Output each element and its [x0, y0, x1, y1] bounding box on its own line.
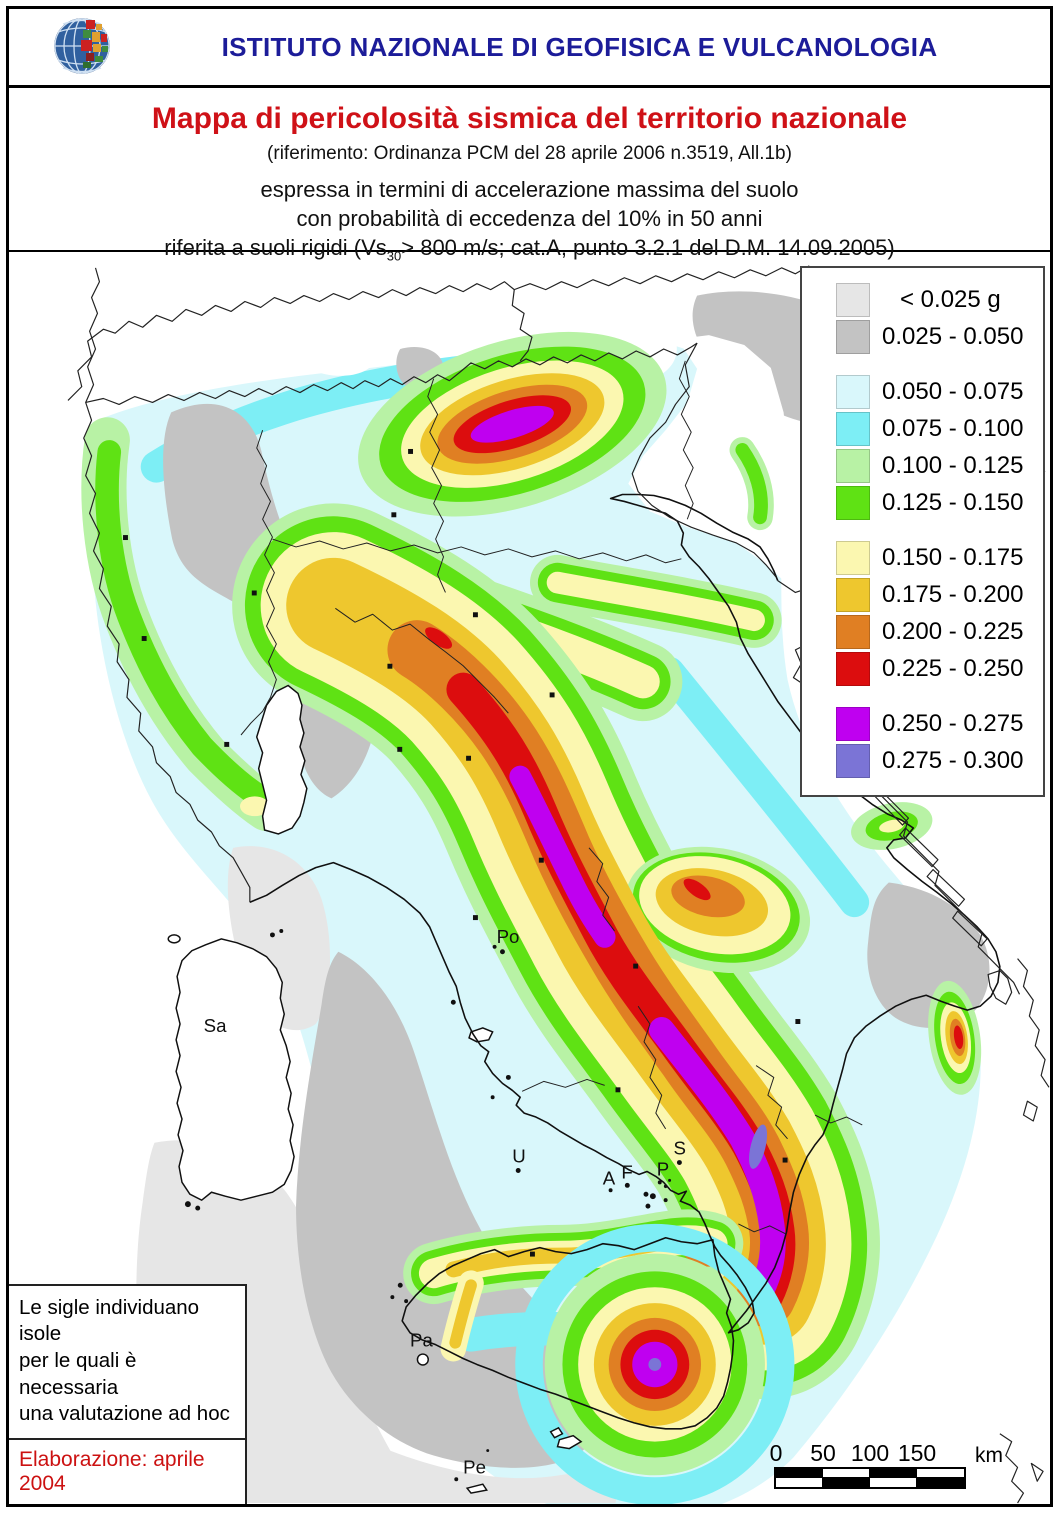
- legend-swatch: [836, 541, 870, 575]
- legend-swatch: [836, 707, 870, 741]
- region-borders: [240, 360, 863, 1235]
- legend-entries: < 0.025 g 0.025 - 0.050 0.050 - 0.075 0.075…: [802, 283, 1043, 778]
- island-labels: Sa Po U S A F P Pa Pe: [204, 926, 686, 1478]
- header: ISTITUTO NAZIONALE DI GEOFISICA E VULCAN…: [9, 9, 1050, 88]
- legend-swatch: [836, 449, 870, 483]
- islets: [184, 765, 856, 1482]
- islands: [167, 684, 583, 1494]
- legend-row: 0.200 - 0.225: [836, 615, 1043, 649]
- island-label-P: P: [657, 1158, 669, 1179]
- legend-label: 0.150 - 0.175: [882, 544, 1024, 571]
- outer-frame: ISTITUTO NAZIONALE DI GEOFISICA E VULCAN…: [6, 6, 1053, 1507]
- map-area: Sa Po U S A F P Pa Pe < 0.025 g 0.025 - 0.050 0.05…: [9, 254, 1050, 1504]
- legend-label: 0.200 - 0.225: [882, 618, 1024, 645]
- scale-tick: 0: [769, 1440, 783, 1466]
- legend-row: 0.250 - 0.275: [836, 707, 1043, 741]
- legend-row: 0.225 - 0.250: [836, 652, 1043, 686]
- sicily-zones: [403, 1209, 795, 1504]
- apennine-red-core: [425, 627, 796, 1314]
- island-label-Pa: Pa: [410, 1330, 433, 1351]
- legend-row: 0.150 - 0.175: [836, 541, 1043, 575]
- ingv-logo: [54, 18, 110, 74]
- scale-cell: [916, 1477, 965, 1488]
- legend-label: 0.100 - 0.125: [882, 452, 1024, 479]
- legend-label: 0.225 - 0.250: [882, 655, 1024, 682]
- scale-unit: km: [975, 1444, 1003, 1467]
- title-block: Mappa di pericolosità sismica del territ…: [9, 88, 1050, 263]
- legend-label: < 0.025 g: [900, 286, 1001, 313]
- legend-row: 0.025 - 0.050: [836, 320, 1043, 354]
- org-name: ISTITUTO NAZIONALE DI GEOFISICA E VULCAN…: [221, 31, 938, 62]
- island-label-S: S: [674, 1138, 686, 1159]
- legend-swatch: [836, 320, 870, 354]
- legend-label: 0.175 - 0.200: [882, 581, 1024, 608]
- scale-tick: 50: [810, 1440, 836, 1466]
- note-box: Le sigle individuano isole per le quali è…: [9, 1283, 247, 1504]
- scale-cell: [869, 1477, 918, 1488]
- legend-row: 0.275 - 0.300: [836, 744, 1043, 778]
- legend-swatch: [836, 486, 870, 520]
- legend-label: 0.075 - 0.100: [882, 415, 1024, 442]
- scale-tick: 100: [850, 1440, 890, 1466]
- legend-row: 0.125 - 0.150: [836, 486, 1043, 520]
- legend-swatch: [836, 744, 870, 778]
- legend-swatch: [836, 578, 870, 612]
- scale-cell: [822, 1477, 871, 1488]
- italy-hazard-map: Sa Po U S A F P Pa Pe: [67, 265, 1050, 1504]
- island-label-Po: Po: [497, 926, 520, 947]
- island-label-F: F: [621, 1161, 632, 1182]
- legend-swatch: [836, 375, 870, 409]
- band-detail: [240, 796, 270, 817]
- legend-label: 0.050 - 0.075: [882, 378, 1024, 405]
- island-label-U: U: [512, 1145, 525, 1166]
- island-label-Sa: Sa: [204, 1015, 227, 1036]
- map-subtitle-2: con probabilità di eccedenza del 10% in …: [296, 206, 763, 231]
- island-label-A: A: [603, 1167, 616, 1188]
- legend-swatch: [836, 652, 870, 686]
- legend-box: < 0.025 g 0.025 - 0.050 0.050 - 0.075 0.075…: [800, 266, 1045, 797]
- scale-cell: [869, 1468, 918, 1479]
- scale-cell: [916, 1468, 965, 1479]
- italy-coastline: [249, 493, 1001, 1430]
- note-line: una valutazione ad hoc: [19, 1402, 230, 1426]
- map-reference: (riferimento: Ordinanza PCM del 28 april…: [267, 143, 792, 164]
- map-subtitle-3: riferita a suoli rigidi (Vs30> 800 m/s; …: [164, 235, 895, 264]
- legend-swatch: [836, 615, 870, 649]
- friuli-hotspot: [358, 331, 667, 517]
- island-label-Pe: Pe: [463, 1456, 486, 1477]
- note-text: Le sigle individuano isole per le quali è…: [9, 1286, 245, 1438]
- scale-bar-graphic: [774, 1467, 966, 1489]
- map-subtitle-1: espressa in termini di accelerazione mas…: [260, 177, 799, 202]
- legend-label: 0.125 - 0.150: [882, 489, 1024, 516]
- scale-cell: [822, 1468, 871, 1479]
- city-markers: [123, 448, 801, 1257]
- note-line: Le sigle individuano isole: [19, 1295, 200, 1346]
- note-line: per le quali è necessaria: [19, 1349, 137, 1399]
- scale-bar: 0 50 100 150 km: [770, 1440, 1024, 1490]
- scale-cell: [775, 1468, 824, 1479]
- map-title: Mappa di pericolosità sismica del territ…: [151, 102, 908, 135]
- legend-row: 0.050 - 0.075: [836, 375, 1043, 409]
- legend-label: 0.275 - 0.300: [882, 747, 1024, 774]
- legend-label: 0.025 - 0.050: [882, 323, 1024, 350]
- scale-cell: [775, 1477, 824, 1488]
- elaboration-date: Elaborazione: aprile 2004: [9, 1438, 245, 1504]
- legend-swatch: [836, 283, 870, 317]
- legend-group-gap: [802, 357, 1043, 372]
- scale-tick: 150: [897, 1440, 937, 1466]
- legend-label: 0.250 - 0.275: [882, 710, 1024, 737]
- legend-row: 0.075 - 0.100: [836, 412, 1043, 446]
- legend-row: < 0.025 g: [836, 283, 1043, 317]
- legend-group-gap: [802, 523, 1043, 538]
- logo-mosaic: [81, 20, 108, 68]
- legend-swatch: [836, 412, 870, 446]
- legend-group-gap: [802, 689, 1043, 704]
- legend-row: 0.175 - 0.200: [836, 578, 1043, 612]
- legend-row: 0.100 - 0.125: [836, 449, 1043, 483]
- scale-bar-ticks: 0 50 100 150 km: [770, 1440, 1024, 1467]
